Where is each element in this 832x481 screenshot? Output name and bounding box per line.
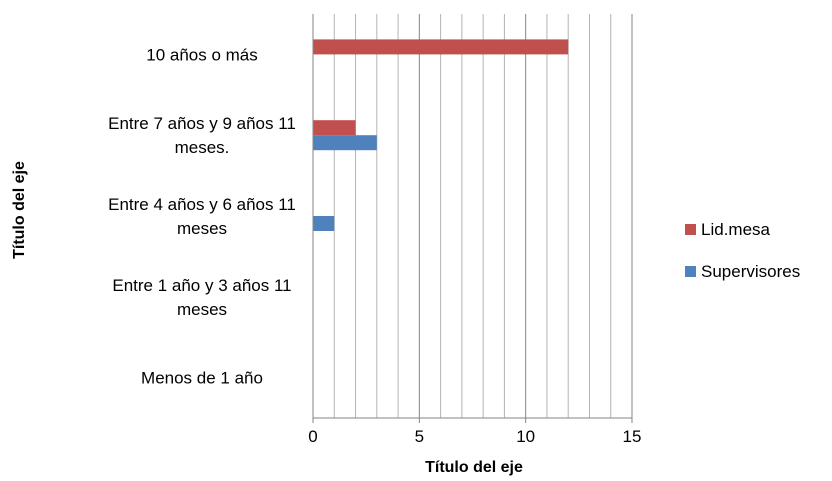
category-label: meses. — [175, 138, 230, 157]
legend-swatch — [685, 266, 696, 277]
x-tick-label: 10 — [516, 427, 535, 446]
legend-label: Lid.mesa — [701, 220, 771, 239]
gridlines — [312, 14, 633, 418]
legend-swatch — [685, 224, 696, 235]
legend: Lid.mesa Supervisores — [685, 220, 800, 281]
axes — [312, 14, 633, 423]
bar-supervisores-3 — [313, 135, 377, 151]
category-label: meses — [177, 300, 227, 319]
category-label: meses — [177, 219, 227, 238]
bar-supervisores-2 — [313, 216, 335, 231]
legend-label: Supervisores — [701, 262, 800, 281]
category-label: Entre 1 año y 3 años 11 — [112, 276, 291, 295]
category-labels: Menos de 1 año Entre 1 año y 3 años 11 mes… — [108, 45, 296, 387]
x-tick-label: 0 — [308, 427, 317, 446]
category-label: Entre 7 años y 9 años 11 — [108, 114, 296, 133]
x-axis-title: Título del eje — [425, 459, 523, 476]
x-tick-label: 5 — [415, 427, 424, 446]
bars — [313, 39, 569, 231]
category-label: Menos de 1 año — [141, 369, 263, 388]
x-tick-label: 15 — [623, 427, 642, 446]
bar-lid-mesa-4 — [313, 39, 569, 55]
category-label: 10 años o más — [146, 45, 258, 64]
y-axis-title: Título del eje — [11, 161, 28, 259]
category-label: Entre 4 años y 6 años 11 — [108, 195, 296, 214]
bar-lid-mesa-3 — [313, 120, 356, 136]
x-tick-labels: 0 5 10 15 — [308, 427, 641, 446]
